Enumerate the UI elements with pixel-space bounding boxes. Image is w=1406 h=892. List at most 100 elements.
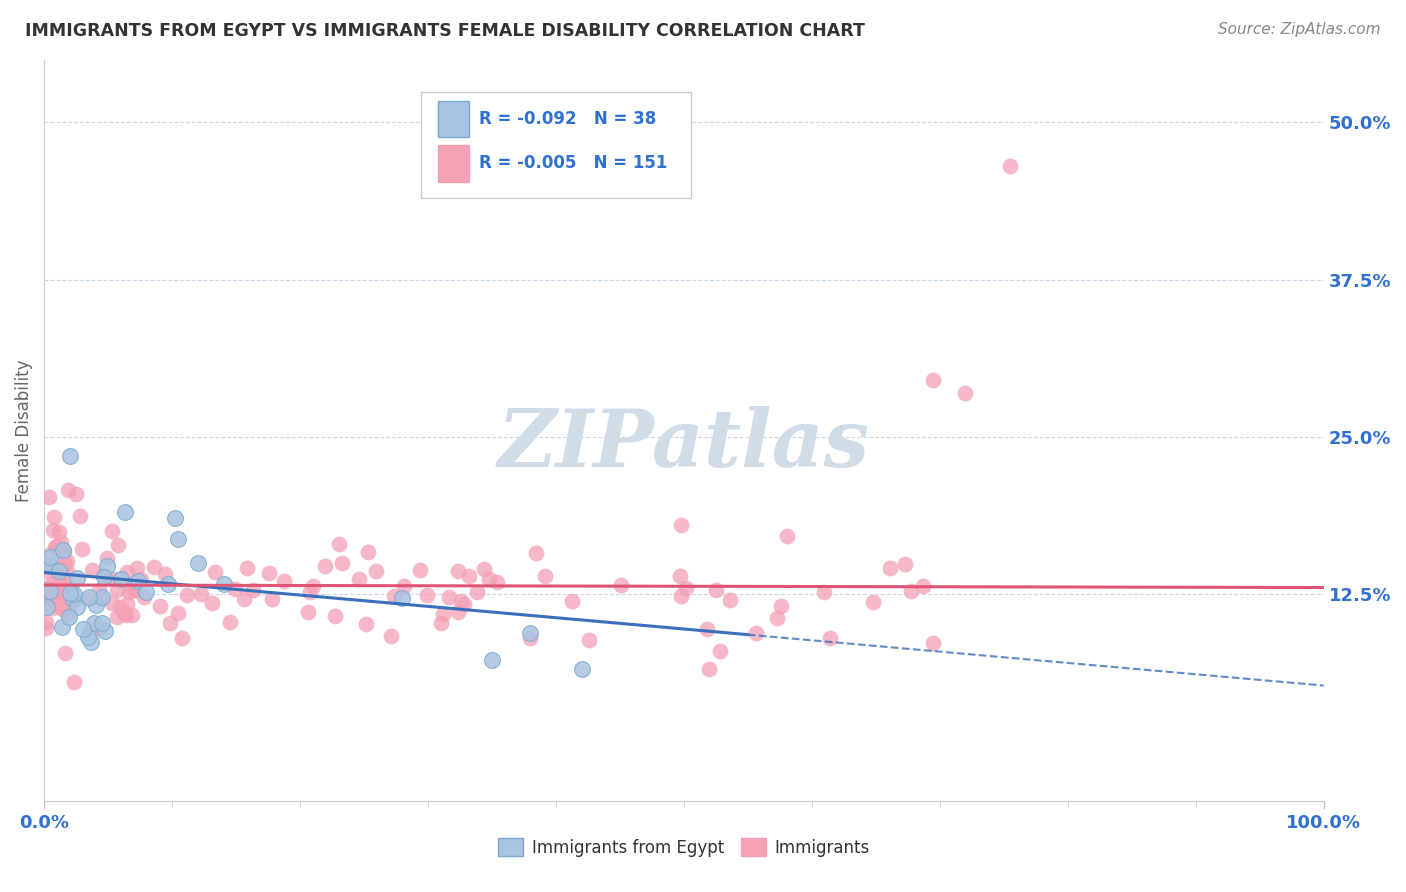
Point [53,604,76,618]
Point [149,599,172,613]
Point [921,636,943,650]
Point [242,583,264,598]
Point [80,635,103,649]
Point [458,569,481,583]
Text: R = -0.092   N = 38: R = -0.092 N = 38 [479,110,657,128]
Point [35,600,58,615]
Point [38,581,60,595]
Point [127,574,149,589]
Text: IMMIGRANTS FROM EGYPT VS IMMIGRANTS FEMALE DISABILITY CORRELATION CHART: IMMIGRANTS FROM EGYPT VS IMMIGRANTS FEMA… [25,22,865,40]
Point [478,572,501,586]
Point [416,588,439,602]
Point [38,491,60,505]
Point [894,557,917,571]
Point [39,584,62,599]
Point [77,590,100,604]
Point [34,558,56,573]
Point [392,579,415,593]
Point [323,609,346,624]
Point [450,593,472,607]
Point [46,597,69,611]
Point [302,579,325,593]
Point [314,558,336,573]
Point [35,588,58,602]
Point [49,534,72,549]
Point [72,622,94,636]
Point [52,544,75,558]
Point [41,575,63,590]
Point [62,592,84,607]
Point [101,596,124,610]
Text: ZIPatlas: ZIPatlas [498,407,870,484]
Point [465,584,488,599]
Point [204,565,226,579]
Text: R = -0.005   N = 151: R = -0.005 N = 151 [479,154,668,172]
Point [91,591,114,605]
Point [90,615,112,630]
Point [39,566,62,580]
Point [53,558,76,572]
Point [354,617,377,632]
Point [51,620,73,634]
Point [159,615,181,630]
Point [58,588,80,602]
Point [224,582,246,597]
Point [63,674,86,689]
Point [170,631,193,645]
Point [52,543,75,558]
Point [214,577,236,591]
Point [45,540,67,554]
Point [744,625,766,640]
Point [218,615,240,630]
Point [235,560,257,574]
Point [124,583,146,598]
Point [58,610,80,624]
Point [770,599,793,614]
Point [89,621,111,635]
Point [699,662,721,676]
Point [93,567,115,582]
Point [51,601,73,615]
Point [120,581,142,595]
Point [437,590,460,604]
Point [77,630,100,644]
Point [813,584,835,599]
Point [107,538,129,552]
Point [669,569,692,583]
Point [900,584,922,599]
Point [52,586,75,600]
Point [46,539,69,553]
Point [380,629,402,643]
Point [35,615,58,629]
Point [155,566,177,581]
Point [190,587,212,601]
Point [176,588,198,602]
Point [129,572,152,586]
Point [233,591,256,606]
Point [922,373,945,387]
Point [432,607,454,622]
Point [70,541,93,556]
Point [108,599,131,614]
Point [156,577,179,591]
Point [101,524,124,538]
Point [51,581,73,595]
Point [56,565,79,579]
Point [481,653,503,667]
Point [143,560,166,574]
Y-axis label: Female Disability: Female Disability [15,359,32,501]
Point [765,611,787,625]
Point [718,593,741,607]
Point [578,632,600,647]
Point [561,594,583,608]
Point [998,160,1021,174]
Point [297,605,319,619]
Point [105,582,128,597]
Point [53,557,76,571]
Point [776,529,799,543]
Point [62,592,84,607]
Point [101,572,124,586]
Point [571,662,593,676]
Point [96,559,118,574]
Point [519,626,541,640]
